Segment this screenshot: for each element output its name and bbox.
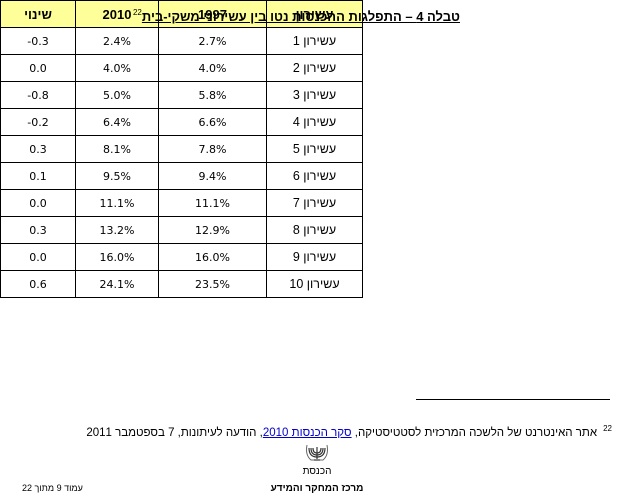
footnote-text: אתר האינטרנט של הלשכה המרכזית לסטטיסטיקה… xyxy=(351,427,598,439)
cell: 0.0 xyxy=(0,54,76,82)
table-row: עשירון 10 23.5% 24.1% 0.6 xyxy=(0,270,363,298)
org-name: הכנסת xyxy=(302,466,332,477)
data-table: עשירון 1997 2010 שינוי עשירון 1 2.7% 2.4% -0.3… xyxy=(0,0,363,298)
cell: 8.1% xyxy=(75,135,159,163)
table-row: עשירון 9 16.0% 16.0% 0.0 xyxy=(0,243,363,271)
row-label: עשירון 5 xyxy=(266,135,363,163)
table-row: עשירון 6 9.4% 9.5% 0.1 xyxy=(0,162,363,190)
unit-name: מרכז המחקר והמידע xyxy=(270,483,364,494)
cell: -0.3 xyxy=(0,27,76,55)
table-row: עשירון 8 12.9% 13.2% 0.3 xyxy=(0,216,363,244)
cell: 0.0 xyxy=(0,243,76,271)
cell: 4.0% xyxy=(158,54,267,82)
cell: 16.0% xyxy=(158,243,267,271)
cell: 9.4% xyxy=(158,162,267,190)
row-label: עשירון 3 xyxy=(266,81,363,109)
column-header: שינוי xyxy=(0,0,76,28)
row-label: עשירון 2 xyxy=(266,54,363,82)
row-label: עשירון 7 xyxy=(266,189,363,217)
cell: 2.7% xyxy=(158,27,267,55)
footnote-ref: 22 xyxy=(132,8,142,17)
cell: -0.8 xyxy=(0,81,76,109)
table-row: עשירון 5 7.8% 8.1% 0.3 xyxy=(0,135,363,163)
table-row: עשירון 2 4.0% 4.0% 0.0 xyxy=(0,54,363,82)
table-row: עשירון 7 11.1% 11.1% 0.0 xyxy=(0,189,363,217)
footnote-text: , הודעה לעיתונות, 7 בספטמבר 2011 xyxy=(86,427,263,439)
cell: 6.4% xyxy=(75,108,159,136)
cell: 0.6 xyxy=(0,270,76,298)
footnote-link[interactable]: סקר הכנסות 2010 xyxy=(262,427,352,439)
footnote-number: 22 xyxy=(603,424,612,433)
row-label: עשירון 6 xyxy=(266,162,363,190)
cell: 23.5% xyxy=(158,270,267,298)
cell: 24.1% xyxy=(75,270,159,298)
footnote: 22 אתר האינטרנט של הלשכה המרכזית לסטטיסטי… xyxy=(86,424,612,439)
table-row: עשירון 4 6.6% 6.4% -0.2 xyxy=(0,108,363,136)
table-title: טבלה 4 – התפלגות ההכנסות נטו בין עשירוני… xyxy=(133,8,460,24)
row-label: עשירון 4 xyxy=(266,108,363,136)
table-body: עשירון 1 2.7% 2.4% -0.3 עשירון 2 4.0% 4.0% 0.0 ע… xyxy=(0,27,363,298)
table-row: עשירון 3 5.8% 5.0% -0.8 xyxy=(0,81,363,109)
cell: 0.1 xyxy=(0,162,76,190)
page-number: עמוד 9 מתוך 22 xyxy=(22,483,83,493)
cell: 0.0 xyxy=(0,189,76,217)
cell: 11.1% xyxy=(158,189,267,217)
emblem xyxy=(306,444,328,461)
row-label: עשירון 9 xyxy=(266,243,363,271)
cell: 0.3 xyxy=(0,135,76,163)
cell: 6.6% xyxy=(158,108,267,136)
row-label: עשירון 8 xyxy=(266,216,363,244)
cell: 11.1% xyxy=(75,189,159,217)
footnote-separator xyxy=(416,399,610,400)
cell: 16.0% xyxy=(75,243,159,271)
column-header: עשירון xyxy=(266,0,363,28)
cell: 9.5% xyxy=(75,162,159,190)
cell: 5.0% xyxy=(75,81,159,109)
row-label: עשירון 1 xyxy=(266,27,363,55)
cell: 12.9% xyxy=(158,216,267,244)
row-label: עשירון 10 xyxy=(266,270,363,298)
cell: 5.8% xyxy=(158,81,267,109)
cell: 4.0% xyxy=(75,54,159,82)
cell: 7.8% xyxy=(158,135,267,163)
cell: 13.2% xyxy=(75,216,159,244)
cell: -0.2 xyxy=(0,108,76,136)
header-row: עשירון 1997 2010 שינוי xyxy=(0,0,363,28)
cell: 2.4% xyxy=(75,27,159,55)
table-row: עשירון 1 2.7% 2.4% -0.3 xyxy=(0,27,363,55)
cell: 0.3 xyxy=(0,216,76,244)
title-text: טבלה 4 – התפלגות ההכנסות נטו בין עשירוני… xyxy=(141,9,460,24)
